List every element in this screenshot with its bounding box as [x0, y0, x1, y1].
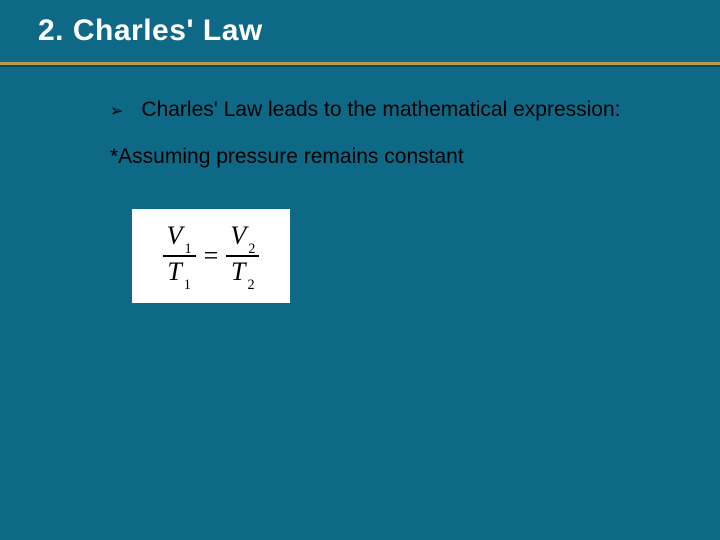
- fraction-right: V2 T2: [226, 221, 259, 292]
- fraction-left: V1 T1: [163, 221, 196, 292]
- bullet-item: ➢ Charles' Law leads to the mathematical…: [110, 97, 660, 123]
- sub-1a: 1: [185, 241, 192, 257]
- var-v1: V: [167, 221, 183, 250]
- title-bar: 2. Charles' Law: [0, 0, 720, 56]
- slide: 2. Charles' Law ➢ Charles' Law leads to …: [0, 0, 720, 540]
- content-area: ➢ Charles' Law leads to the mathematical…: [0, 67, 720, 303]
- bullet-icon: ➢: [110, 101, 123, 121]
- var-t2: T: [231, 257, 245, 286]
- equation: V1 T1 = V2 T2: [163, 221, 260, 292]
- var-t1: T: [167, 257, 181, 286]
- note-text: *Assuming pressure remains constant: [110, 145, 660, 169]
- sub-2b: 2: [248, 277, 255, 293]
- sub-2a: 2: [248, 241, 255, 257]
- equals-sign: =: [202, 241, 221, 271]
- var-v2: V: [230, 221, 246, 250]
- sub-1b: 1: [184, 277, 191, 293]
- slide-title: 2. Charles' Law: [38, 14, 720, 48]
- bullet-text: Charles' Law leads to the mathematical e…: [141, 97, 620, 123]
- equation-image: V1 T1 = V2 T2: [132, 209, 290, 303]
